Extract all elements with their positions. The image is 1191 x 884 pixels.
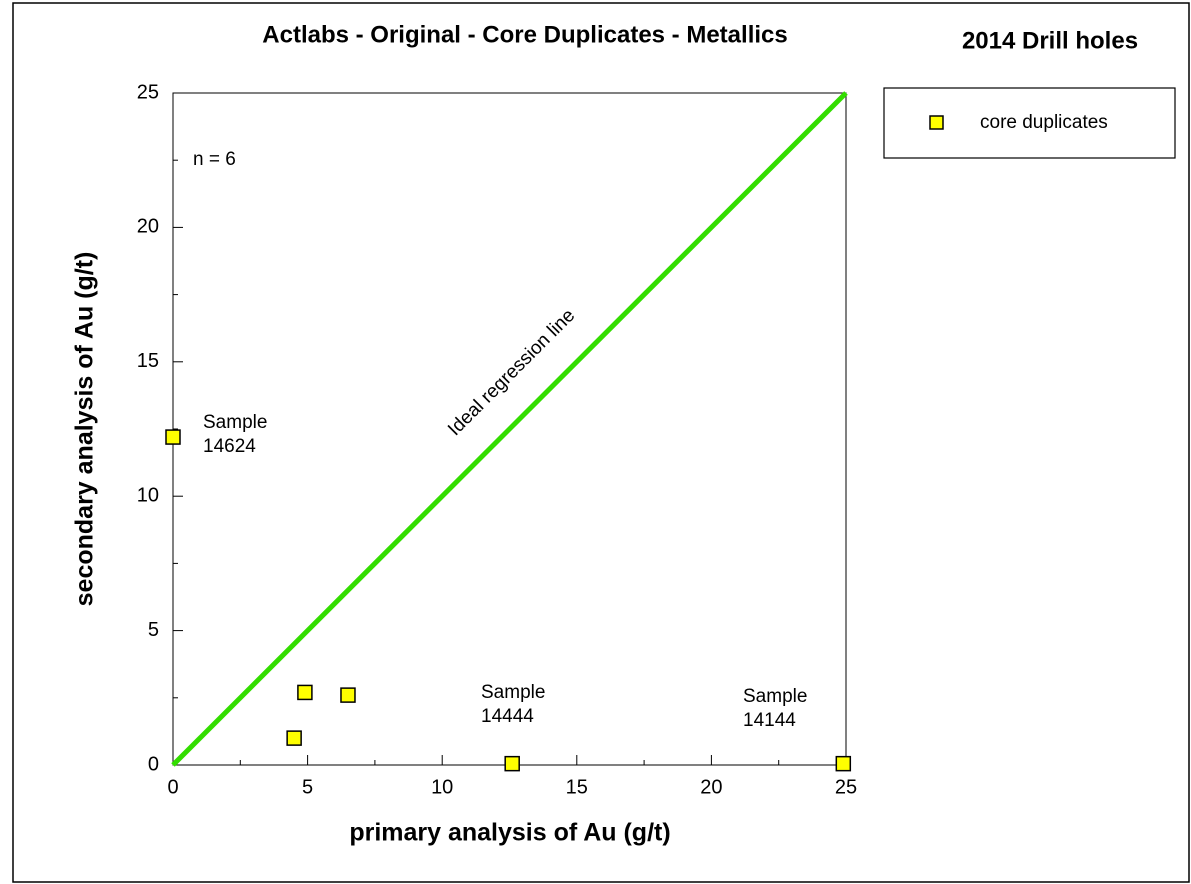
point (835, 755, 852, 772)
y-tick-label: 20 (137, 216, 159, 238)
y-tick-label: 15 (137, 350, 159, 372)
point (504, 755, 520, 772)
y-tick-label: 10 (137, 484, 159, 506)
annotation: 14624 (203, 436, 256, 457)
point (297, 684, 313, 701)
annotation: 14144 (743, 710, 796, 731)
point (286, 730, 302, 746)
y-tick-label: 25 (137, 81, 159, 103)
y-tick-label: 5 (148, 619, 159, 641)
x-axis-label: primary analysis of Au (g/t) (349, 819, 670, 847)
point (340, 687, 356, 703)
y-tick-label: 0 (148, 753, 159, 775)
annotation: n = 6 (193, 149, 236, 170)
x-tick-label: 15 (566, 776, 588, 798)
legend-marker (929, 115, 944, 130)
annotation: 14444 (481, 706, 534, 727)
annotation: Sample (203, 412, 267, 433)
point (165, 429, 181, 445)
frame (12, 2, 1190, 883)
annotation: Sample (743, 686, 807, 707)
chart-subtitle: 2014 Drill holes (962, 27, 1138, 54)
y-axis-label: secondary analysis of Au (g/t) (71, 252, 99, 607)
x-tick-label: 0 (167, 776, 178, 798)
chart-title: Actlabs - Original - Core Duplicates - M… (262, 21, 787, 48)
x-tick-label: 5 (302, 776, 313, 798)
x-tick-label: 20 (700, 776, 722, 798)
reference-line-label: Ideal regression line (444, 305, 579, 440)
reference-line (171, 91, 848, 767)
x-tick-label: 10 (431, 776, 453, 798)
legend-label: core duplicates (980, 112, 1108, 133)
x-tick-label: 25 (835, 776, 857, 798)
annotation: Sample (481, 682, 545, 703)
